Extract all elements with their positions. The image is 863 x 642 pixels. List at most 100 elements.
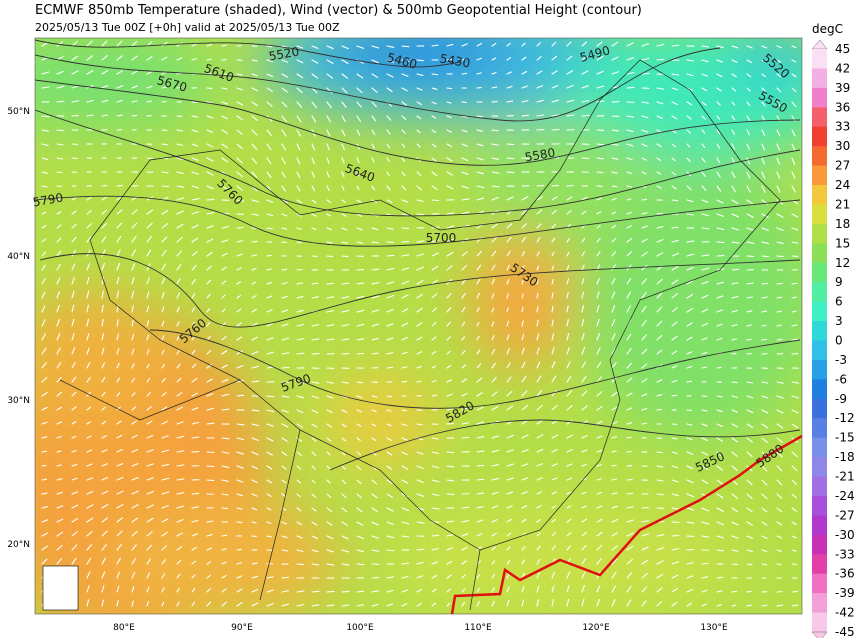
colorbar-segment (812, 321, 827, 341)
wind-arrow (222, 45, 226, 46)
colorbar-label: -3 (835, 353, 847, 367)
wind-arrow (447, 521, 454, 522)
wind-arrow (402, 46, 409, 47)
wind-arrow (642, 199, 647, 200)
wind-arrow (297, 564, 303, 565)
colorbar-label: 30 (835, 139, 850, 153)
wind-arrow (42, 451, 46, 452)
wind-arrow (57, 172, 62, 173)
wind-arrow (387, 255, 394, 256)
wind-arrow (462, 102, 466, 103)
colorbar-segment (812, 379, 827, 399)
wind-arrow (762, 256, 768, 257)
wind-arrow (657, 213, 663, 214)
wind-arrow (282, 367, 289, 368)
wind-arrow (672, 395, 676, 396)
wind-arrow (732, 382, 737, 383)
wind-arrow (432, 200, 439, 201)
wind-arrow (282, 577, 288, 578)
map (0, 0, 840, 638)
colorbar-segment (812, 107, 827, 127)
wind-arrow (237, 522, 242, 523)
wind-arrow (162, 144, 167, 145)
colorbar-label: -39 (835, 586, 855, 600)
wind-arrow (552, 185, 558, 186)
wind-arrow (267, 396, 274, 397)
wind-arrow (207, 480, 214, 481)
wind-arrow (447, 452, 454, 453)
wind-arrow (207, 466, 214, 467)
colorbar-label: -27 (835, 508, 855, 522)
wind-arrow (387, 367, 392, 368)
colorbar-cap (812, 40, 827, 49)
colorbar-label: 12 (835, 256, 850, 270)
wind-arrow (762, 283, 768, 284)
wind-arrow (657, 409, 661, 410)
wind-arrow (42, 479, 46, 480)
lon-label: 90°E (231, 623, 253, 633)
wind-arrow (507, 172, 514, 173)
wind-arrow (447, 88, 452, 89)
colorbar-segment (812, 418, 827, 438)
wind-arrow (57, 101, 64, 102)
lon-label: 130°E (700, 623, 728, 633)
wind-arrow (522, 115, 528, 116)
wind-arrow (747, 339, 751, 340)
lon-label: 80°E (113, 623, 135, 633)
wind-arrow (132, 115, 137, 116)
subtitle: 2025/05/13 Tue 00Z [+0h] valid at 2025/0… (35, 21, 340, 34)
colorbar-segment (812, 593, 827, 613)
wind-arrow (87, 115, 93, 116)
colorbar-label: 33 (835, 120, 850, 134)
wind-arrow (462, 507, 469, 508)
wind-arrow (417, 214, 424, 215)
wind-arrow (612, 186, 617, 187)
wind-arrow (597, 144, 603, 145)
wind-arrow (657, 452, 662, 453)
contour-label: 5700 (426, 231, 457, 245)
wind-arrow (342, 256, 348, 257)
colorbar-segment (812, 613, 827, 633)
wind-arrow (762, 564, 767, 565)
colorbar-label: -6 (835, 372, 847, 386)
colorbar-label: 15 (835, 236, 850, 250)
wind-arrow (762, 325, 766, 326)
colorbar-segment (812, 360, 827, 380)
colorbar-label: 45 (835, 42, 850, 56)
wind-arrow (582, 115, 589, 116)
inset-map (43, 566, 78, 610)
colorbar-label: 3 (835, 314, 843, 328)
colorbar-segment (812, 282, 827, 302)
wind-arrow (462, 73, 467, 74)
colorbar-segment (812, 457, 827, 477)
wind-arrow (252, 241, 257, 242)
wind-arrow (687, 381, 691, 382)
wind-arrow (717, 242, 724, 243)
wind-arrow (327, 591, 334, 592)
lon-label: 120°E (582, 623, 610, 633)
wind-arrow (402, 410, 406, 411)
colorbar-unit: degC (812, 22, 843, 36)
wind-arrow (342, 591, 349, 592)
title: ECMWF 850mb Temperature (shaded), Wind (… (35, 3, 642, 18)
wind-arrow (672, 45, 679, 46)
wind-arrow (627, 437, 631, 438)
wind-arrow (222, 409, 229, 410)
wind-arrow (627, 493, 633, 494)
wind-arrow (612, 465, 616, 466)
wind-arrow (222, 438, 229, 439)
wind-arrow (762, 339, 766, 340)
colorbar-segment (812, 185, 827, 205)
wind-arrow (747, 564, 752, 565)
wind-arrow (282, 269, 287, 270)
colorbar-segment (812, 166, 827, 186)
colorbar-label: -18 (835, 450, 855, 464)
wind-arrow (657, 59, 664, 60)
colorbar-label: 18 (835, 217, 850, 231)
colorbar: 4542393633302724211815129630-3-6-9-12-15… (812, 40, 855, 638)
colorbar-segment (812, 88, 827, 108)
colorbar-label: 27 (835, 159, 850, 173)
wind-arrow (642, 507, 648, 508)
colorbar-segment (812, 341, 827, 361)
